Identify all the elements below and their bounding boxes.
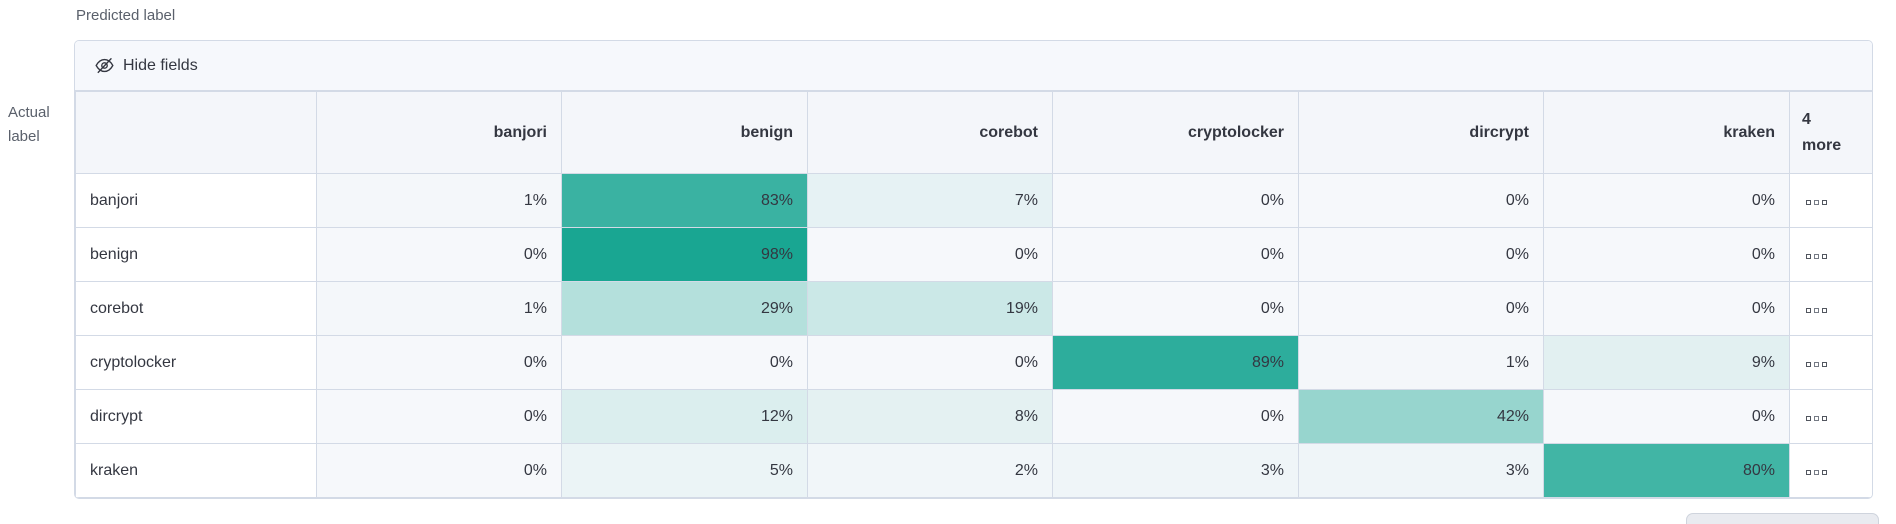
confusion-matrix-table: banjori benign corebot cryptolocker dircrypt…	[75, 91, 1872, 498]
cell-banjori-banjori[interactable]: 1%	[316, 173, 562, 228]
cell-kraken-benign[interactable]: 5%	[561, 443, 808, 498]
more-columns-button-corebot[interactable]	[1802, 295, 1831, 322]
actual-axis-label-line1: Actual	[8, 104, 50, 121]
predicted-axis-label: Predicted label	[76, 7, 176, 24]
cell-corebot-benign[interactable]: 29%	[561, 281, 808, 336]
cell-cryptolocker-cryptolocker[interactable]: 89%	[1052, 335, 1299, 390]
boxes-horizontal-icon	[1806, 254, 1827, 259]
boxes-horizontal-icon	[1806, 200, 1827, 205]
more-columns-cell-benign	[1789, 227, 1872, 282]
cell-dircrypt-banjori[interactable]: 0%	[316, 389, 562, 444]
cell-corebot-dircrypt[interactable]: 0%	[1298, 281, 1544, 336]
cell-kraken-corebot[interactable]: 2%	[807, 443, 1053, 498]
column-header-kraken[interactable]: kraken	[1543, 91, 1790, 174]
boxes-horizontal-icon	[1806, 362, 1827, 367]
more-columns-cell-corebot	[1789, 281, 1872, 336]
more-columns-button-banjori[interactable]	[1802, 187, 1831, 214]
cell-kraken-dircrypt[interactable]: 3%	[1298, 443, 1544, 498]
cell-benign-kraken[interactable]: 0%	[1543, 227, 1790, 282]
cell-dircrypt-kraken[interactable]: 0%	[1543, 389, 1790, 444]
more-columns-cell-kraken	[1789, 443, 1872, 498]
header-row: banjori benign corebot cryptolocker dircrypt…	[75, 91, 1872, 174]
cell-corebot-banjori[interactable]: 1%	[316, 281, 562, 336]
cell-banjori-corebot[interactable]: 7%	[807, 173, 1053, 228]
cell-kraken-kraken[interactable]: 80%	[1543, 443, 1790, 498]
cell-cryptolocker-kraken[interactable]: 9%	[1543, 335, 1790, 390]
cell-benign-corebot[interactable]: 0%	[807, 227, 1053, 282]
actual-axis-label: Actual label	[8, 101, 50, 149]
cell-dircrypt-dircrypt[interactable]: 42%	[1298, 389, 1544, 444]
cell-benign-cryptolocker[interactable]: 0%	[1052, 227, 1299, 282]
matrix-row-dircrypt: dircrypt 0% 12% 8% 0% 42% 0%	[75, 389, 1872, 444]
cell-benign-dircrypt[interactable]: 0%	[1298, 227, 1544, 282]
column-header-benign[interactable]: benign	[561, 91, 808, 174]
cell-kraken-banjori[interactable]: 0%	[316, 443, 562, 498]
boxes-horizontal-icon	[1806, 308, 1827, 313]
actual-axis-label-line2: label	[8, 128, 40, 145]
column-header-cryptolocker[interactable]: cryptolocker	[1052, 91, 1299, 174]
matrix-row-kraken: kraken 0% 5% 2% 3% 3% 80%	[75, 443, 1872, 498]
row-label-benign: benign	[75, 227, 317, 282]
column-header-corebot[interactable]: corebot	[807, 91, 1053, 174]
hidden-columns-count: 4	[1802, 110, 1811, 128]
hide-fields-button[interactable]: Hide fields	[89, 52, 204, 79]
more-columns-button-cryptolocker[interactable]	[1802, 349, 1831, 376]
cell-benign-benign[interactable]: 98%	[561, 227, 808, 282]
grid-toolbar: Hide fields	[75, 41, 1872, 91]
eye-closed-icon	[95, 56, 114, 75]
bottom-right-partial-element	[1686, 513, 1879, 524]
cell-cryptolocker-dircrypt[interactable]: 1%	[1298, 335, 1544, 390]
cell-dircrypt-benign[interactable]: 12%	[561, 389, 808, 444]
row-label-banjori: banjori	[75, 173, 317, 228]
matrix-row-banjori: banjori 1% 83% 7% 0% 0% 0%	[75, 173, 1872, 228]
hide-fields-label: Hide fields	[123, 56, 198, 74]
row-label-corebot: corebot	[75, 281, 317, 336]
cell-cryptolocker-benign[interactable]: 0%	[561, 335, 808, 390]
boxes-horizontal-icon	[1806, 416, 1827, 421]
cell-kraken-cryptolocker[interactable]: 3%	[1052, 443, 1299, 498]
more-columns-cell-banjori	[1789, 173, 1872, 228]
cell-banjori-kraken[interactable]: 0%	[1543, 173, 1790, 228]
matrix-row-benign: benign 0% 98% 0% 0% 0% 0%	[75, 227, 1872, 282]
cell-corebot-kraken[interactable]: 0%	[1543, 281, 1790, 336]
data-grid-panel: Hide fields banjori benign corebot cryptolo…	[74, 40, 1873, 499]
cell-banjori-benign[interactable]: 83%	[561, 173, 808, 228]
matrix-row-corebot: corebot 1% 29% 19% 0% 0% 0%	[75, 281, 1872, 336]
row-label-kraken: kraken	[75, 443, 317, 498]
more-columns-cell-dircrypt	[1789, 389, 1872, 444]
cell-cryptolocker-banjori[interactable]: 0%	[316, 335, 562, 390]
cell-dircrypt-cryptolocker[interactable]: 0%	[1052, 389, 1299, 444]
more-columns-button-dircrypt[interactable]	[1802, 403, 1831, 430]
cell-banjori-dircrypt[interactable]: 0%	[1298, 173, 1544, 228]
more-columns-button-kraken[interactable]	[1802, 457, 1831, 484]
column-header-banjori[interactable]: banjori	[316, 91, 562, 174]
cell-benign-banjori[interactable]: 0%	[316, 227, 562, 282]
corner-header-cell	[75, 91, 317, 174]
row-label-dircrypt: dircrypt	[75, 389, 317, 444]
cell-dircrypt-corebot[interactable]: 8%	[807, 389, 1053, 444]
cell-banjori-cryptolocker[interactable]: 0%	[1052, 173, 1299, 228]
cell-corebot-corebot[interactable]: 19%	[807, 281, 1053, 336]
more-columns-cell-cryptolocker	[1789, 335, 1872, 390]
column-header-dircrypt[interactable]: dircrypt	[1298, 91, 1544, 174]
hidden-columns-header: 4 more	[1789, 91, 1872, 174]
matrix-row-cryptolocker: cryptolocker 0% 0% 0% 89% 1% 9%	[75, 335, 1872, 390]
more-columns-button-benign[interactable]	[1802, 241, 1831, 268]
boxes-horizontal-icon	[1806, 470, 1827, 475]
row-label-cryptolocker: cryptolocker	[75, 335, 317, 390]
cell-corebot-cryptolocker[interactable]: 0%	[1052, 281, 1299, 336]
hidden-columns-word: more	[1802, 136, 1842, 154]
cell-cryptolocker-corebot[interactable]: 0%	[807, 335, 1053, 390]
